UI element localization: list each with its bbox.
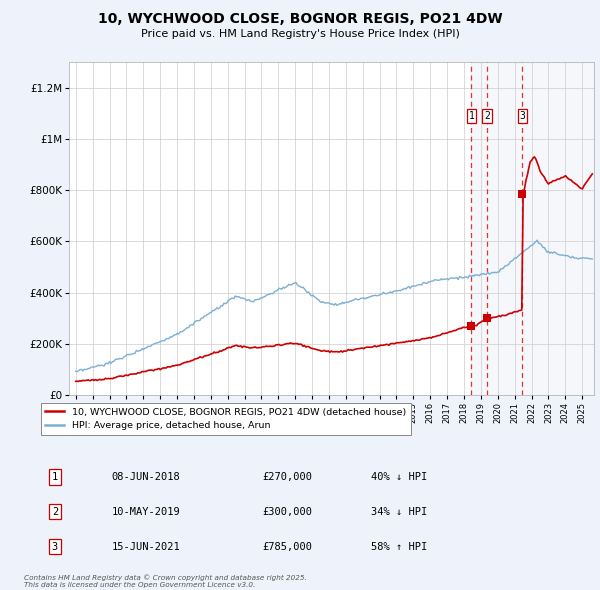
Text: 58% ↑ HPI: 58% ↑ HPI: [371, 542, 427, 552]
Text: 1: 1: [52, 472, 58, 482]
Text: 2: 2: [52, 507, 58, 517]
Text: 40% ↓ HPI: 40% ↓ HPI: [371, 472, 427, 482]
Text: 08-JUN-2018: 08-JUN-2018: [112, 472, 181, 482]
Text: 2: 2: [484, 111, 490, 121]
Text: £270,000: £270,000: [263, 472, 313, 482]
Legend: 10, WYCHWOOD CLOSE, BOGNOR REGIS, PO21 4DW (detached house), HPI: Average price,: 10, WYCHWOOD CLOSE, BOGNOR REGIS, PO21 4…: [41, 403, 411, 435]
Text: 1: 1: [469, 111, 475, 121]
Text: 10-MAY-2019: 10-MAY-2019: [112, 507, 181, 517]
Text: £785,000: £785,000: [263, 542, 313, 552]
Bar: [472, 62, 594, 395]
Text: 15-JUN-2021: 15-JUN-2021: [112, 542, 181, 552]
Text: 34% ↓ HPI: 34% ↓ HPI: [371, 507, 427, 517]
Text: 3: 3: [520, 111, 525, 121]
Text: Price paid vs. HM Land Registry's House Price Index (HPI): Price paid vs. HM Land Registry's House …: [140, 29, 460, 38]
Text: 3: 3: [52, 542, 58, 552]
Text: 10, WYCHWOOD CLOSE, BOGNOR REGIS, PO21 4DW: 10, WYCHWOOD CLOSE, BOGNOR REGIS, PO21 4…: [98, 12, 502, 26]
Text: £300,000: £300,000: [263, 507, 313, 517]
Text: Contains HM Land Registry data © Crown copyright and database right 2025.
This d: Contains HM Land Registry data © Crown c…: [24, 575, 307, 588]
